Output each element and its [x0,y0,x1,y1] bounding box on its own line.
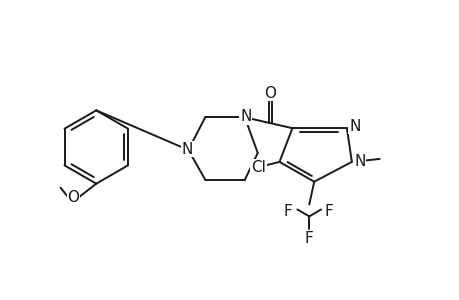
Text: F: F [282,204,291,219]
Text: N: N [240,109,251,124]
Text: Cl: Cl [251,160,265,175]
Text: N: N [348,119,360,134]
Text: F: F [324,204,333,219]
Text: O: O [263,85,275,100]
Text: O: O [67,190,79,205]
Text: F: F [304,231,313,246]
Text: N: N [353,154,365,169]
Text: N: N [181,142,193,157]
